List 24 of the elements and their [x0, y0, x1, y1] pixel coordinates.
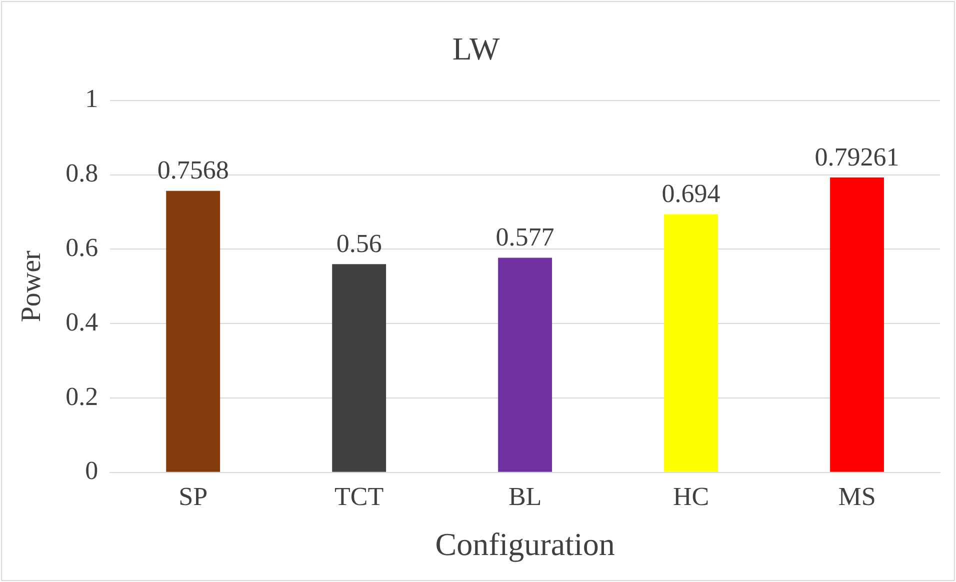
chart-title: LW: [452, 30, 500, 67]
x-tick-label: MS: [838, 482, 876, 511]
bar: [830, 178, 884, 472]
y-tick-label: 0.4: [66, 307, 98, 336]
data-label: 0.577: [496, 222, 554, 252]
x-tick-label: TCT: [334, 482, 384, 511]
bar: [664, 214, 718, 472]
y-tick-label: 0: [85, 456, 98, 486]
x-tick-label: SP: [178, 482, 208, 511]
y-tick-label: 0.6: [66, 233, 98, 262]
y-tick-label: 0.8: [66, 158, 98, 188]
data-label: 0.694: [662, 179, 720, 208]
data-label: 0.56: [336, 228, 382, 258]
bar: [166, 190, 220, 472]
x-axis-title: Configuration: [435, 526, 615, 562]
x-tick-label: BL: [508, 482, 542, 511]
x-tick-label: HC: [672, 482, 710, 511]
y-tick-label: 1: [85, 84, 98, 114]
bar: [332, 264, 386, 472]
bar: [498, 258, 552, 472]
data-label: 0.79261: [814, 142, 900, 172]
y-tick-label: 0.2: [66, 382, 98, 411]
data-label: 0.7568: [157, 156, 229, 185]
y-axis-title: Power: [16, 250, 48, 322]
